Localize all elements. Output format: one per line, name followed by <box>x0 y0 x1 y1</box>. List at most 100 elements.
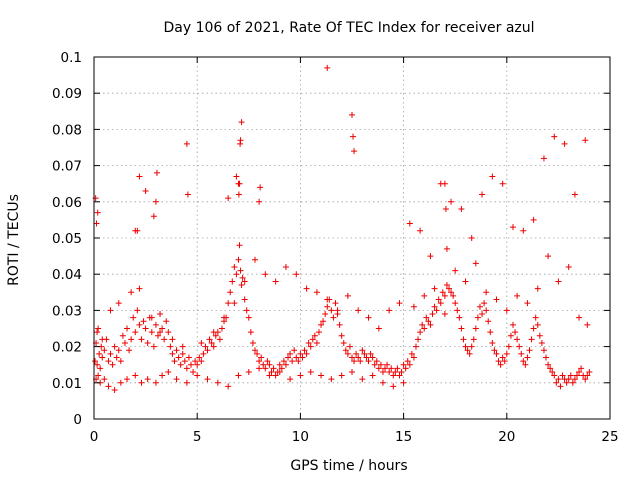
data-point <box>462 343 469 350</box>
data-point <box>233 271 240 278</box>
data-point <box>262 365 269 372</box>
data-point <box>238 282 245 289</box>
data-point <box>553 379 560 386</box>
data-point <box>194 361 201 368</box>
data-point <box>130 314 137 321</box>
data-point <box>479 311 486 318</box>
data-point <box>487 329 494 336</box>
data-point <box>509 224 516 231</box>
data-point <box>361 350 368 357</box>
data-point <box>144 376 151 383</box>
data-point <box>204 376 211 383</box>
data-point <box>97 365 104 372</box>
data-point <box>136 321 143 328</box>
data-point <box>396 300 403 307</box>
data-point <box>410 354 417 361</box>
data-point <box>547 365 554 372</box>
y-axis-title: ROTI / TECUs <box>6 194 22 286</box>
data-point <box>190 368 197 375</box>
data-point <box>169 336 176 343</box>
data-point <box>522 361 529 368</box>
data-point <box>173 347 180 354</box>
data-point <box>408 350 415 357</box>
data-point <box>140 318 147 325</box>
data-point <box>307 368 314 375</box>
data-point <box>359 347 366 354</box>
data-point <box>518 350 525 357</box>
data-point <box>349 354 355 361</box>
data-point <box>95 325 102 332</box>
data-point <box>249 339 256 346</box>
data-point <box>270 365 277 372</box>
data-point <box>441 292 448 299</box>
data-point <box>468 343 475 350</box>
data-point <box>415 336 422 343</box>
data-point <box>241 296 248 303</box>
data-point <box>266 372 273 379</box>
data-point <box>105 383 112 390</box>
data-point <box>586 368 593 375</box>
data-point <box>355 354 362 361</box>
data-point <box>499 180 506 187</box>
data-point <box>105 358 112 365</box>
axis-ticks <box>93 56 611 420</box>
data-point <box>225 195 232 202</box>
data-point <box>107 307 114 314</box>
data-point <box>476 303 483 310</box>
data-point <box>524 300 531 307</box>
data-point <box>379 368 386 375</box>
data-point <box>194 372 201 379</box>
data-point <box>425 318 432 325</box>
data-point <box>99 336 106 343</box>
data-point <box>441 311 448 318</box>
data-point <box>117 358 124 365</box>
data-point <box>503 350 510 357</box>
data-point <box>235 256 242 263</box>
data-point <box>367 350 374 357</box>
data-point <box>238 119 245 126</box>
chart-title: Day 106 of 2021, Rate Of TEC Index for r… <box>163 20 534 36</box>
data-point <box>177 361 184 368</box>
data-point <box>431 285 438 292</box>
data-point <box>340 339 347 346</box>
data-point <box>206 336 213 343</box>
data-point <box>351 358 358 365</box>
data-point <box>313 339 320 346</box>
data-point <box>582 376 589 383</box>
data-point <box>390 383 397 390</box>
data-point <box>398 368 405 375</box>
data-point <box>260 361 267 368</box>
data-point <box>530 325 537 332</box>
y-tick-label: 0.03 <box>52 303 82 319</box>
data-point <box>437 300 444 307</box>
data-point <box>400 379 407 386</box>
data-point <box>231 300 238 307</box>
data-point <box>264 358 271 365</box>
y-tick-label: 0.06 <box>52 195 82 211</box>
data-point <box>214 379 221 386</box>
data-point <box>142 187 149 194</box>
data-point <box>185 354 192 361</box>
data-point <box>400 361 407 368</box>
data-point <box>231 263 238 270</box>
data-point <box>289 358 296 365</box>
data-point <box>375 365 382 372</box>
data-point <box>262 271 269 278</box>
data-point <box>406 361 413 368</box>
data-point <box>365 314 372 321</box>
data-point <box>509 321 516 328</box>
data-point <box>392 368 399 375</box>
data-point <box>433 307 440 314</box>
data-point <box>196 354 203 361</box>
data-point <box>154 332 161 339</box>
data-point <box>350 133 357 140</box>
data-point <box>559 372 566 379</box>
data-point <box>297 350 304 357</box>
data-point <box>466 350 473 357</box>
data-point <box>443 282 450 289</box>
data-point <box>239 274 246 281</box>
data-point <box>576 368 583 375</box>
data-point <box>218 325 225 332</box>
data-point <box>448 198 455 205</box>
